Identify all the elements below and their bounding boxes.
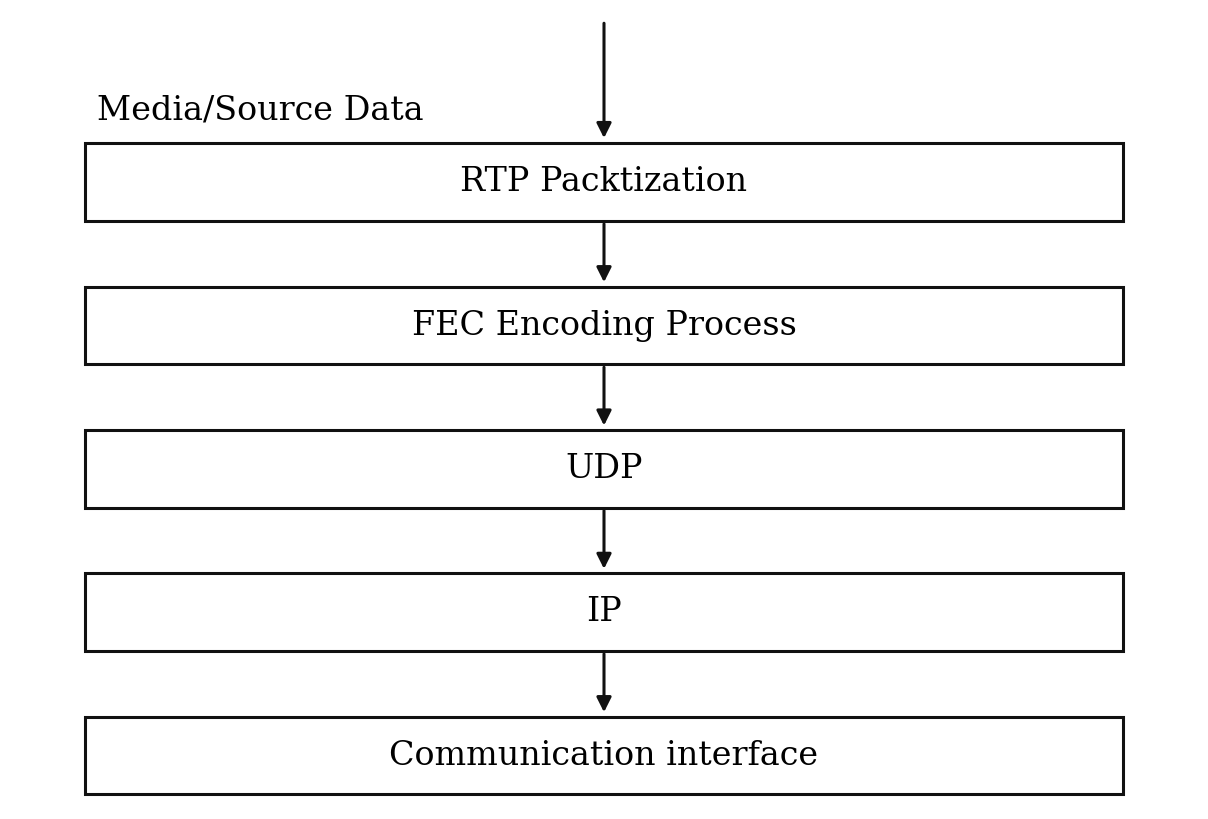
Text: FEC Encoding Process: FEC Encoding Process (412, 310, 796, 342)
Text: Communication interface: Communication interface (389, 740, 819, 771)
Text: UDP: UDP (565, 453, 643, 485)
Text: IP: IP (586, 596, 622, 628)
Bar (85, 287, 1123, 364)
Bar (85, 717, 1123, 794)
Text: RTP Packtization: RTP Packtization (460, 166, 748, 198)
Bar (85, 430, 1123, 508)
Bar (85, 573, 1123, 651)
Text: Media/Source Data: Media/Source Data (97, 94, 423, 127)
Bar (85, 143, 1123, 221)
